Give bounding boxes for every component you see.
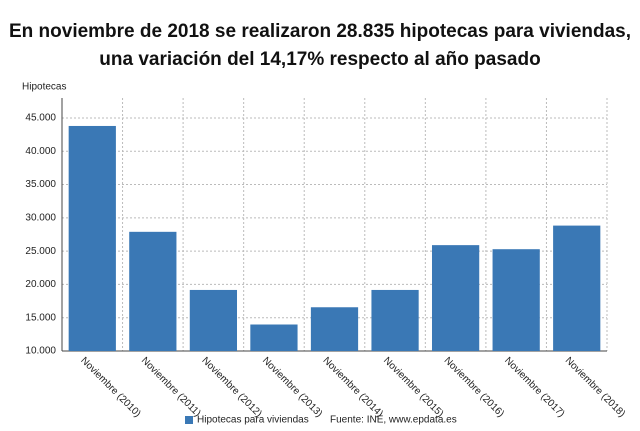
x-tick-label: Noviembre (2017) (502, 355, 566, 419)
y-tick-label: 45.000 (25, 113, 56, 124)
y-tick-label: 40.000 (25, 146, 56, 157)
bar (68, 125, 116, 351)
x-tick-label: Noviembre (2010) (78, 355, 142, 419)
chart-title: una variación del 14,17% respecto al año… (99, 49, 540, 70)
x-tick-label: Noviembre (2012) (199, 355, 263, 419)
x-tick-label: Noviembre (2016) (442, 355, 506, 419)
x-tick-label: Noviembre (2018) (563, 355, 627, 419)
legend-swatch (185, 416, 193, 424)
chart-title: En noviembre de 2018 se realizaron 28.83… (9, 21, 631, 42)
legend-label: Hipotecas para viviendas (197, 415, 309, 426)
y-tick-label: 30.000 (25, 212, 56, 223)
bar (371, 289, 419, 351)
y-tick-label: 25.000 (25, 246, 56, 257)
bar (492, 249, 540, 351)
x-tick-label: Noviembre (2014) (321, 355, 385, 419)
bar (189, 289, 238, 351)
bar (310, 307, 359, 351)
x-tick-label: Noviembre (2015) (381, 355, 445, 419)
y-tick-label: 10.000 (25, 346, 56, 357)
x-tick-label: Noviembre (2013) (260, 355, 324, 419)
y-tick-label: 20.000 (25, 279, 56, 290)
bar (129, 231, 177, 351)
bar (553, 225, 601, 351)
bar (431, 245, 480, 351)
y-tick-label: 35.000 (25, 179, 56, 190)
source: Fuente: INE, www.epdata.es (330, 415, 457, 426)
bar (250, 324, 298, 351)
x-tick-label: Noviembre (2011) (139, 355, 203, 419)
y-tick-label: 15.000 (25, 312, 56, 323)
y-axis-label: Hipotecas (22, 82, 66, 93)
